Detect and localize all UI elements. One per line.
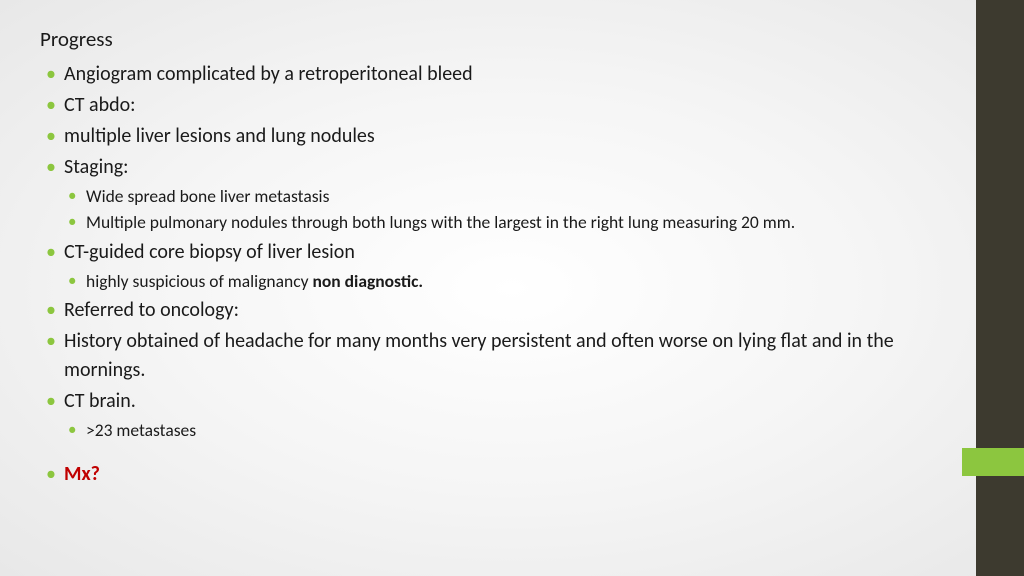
list-item: History obtained of headache for many mo… <box>40 327 954 385</box>
list-item-label: CT-guided core biopsy of liver lesion <box>64 240 355 264</box>
list-item-label: Staging: <box>64 155 129 179</box>
list-item: Mx? <box>40 460 954 489</box>
list-item-label: CT brain. <box>64 389 136 413</box>
sub-list: highly suspicious of malignancy non diag… <box>64 269 954 294</box>
list-item: Staging: Wide spread bone liver metastas… <box>40 153 954 236</box>
sub-list: Wide spread bone liver metastasis Multip… <box>64 184 954 236</box>
list-item: Referred to oncology: <box>40 296 954 325</box>
list-item: Angiogram complicated by a retroperitone… <box>40 60 954 89</box>
right-sidebar <box>976 0 1024 576</box>
sub-list: >23 metastases <box>64 418 954 443</box>
accent-block <box>962 448 1024 476</box>
emphasis-text: Mx? <box>64 462 100 486</box>
bullet-list: Angiogram complicated by a retroperitone… <box>40 60 954 444</box>
bold-text: non diagnostic. <box>312 270 423 292</box>
list-item: Wide spread bone liver metastasis <box>64 184 954 209</box>
list-item: CT-guided core biopsy of liver lesion hi… <box>40 238 954 294</box>
text: highly suspicious of malignancy <box>86 270 312 292</box>
bullet-list: Mx? <box>40 460 954 489</box>
list-item: CT brain. >23 metastases <box>40 387 954 443</box>
slide-title: Progress <box>40 26 954 52</box>
slide-content: Progress Angiogram complicated by a retr… <box>0 0 1024 511</box>
list-item: Multiple pulmonary nodules through both … <box>64 210 954 235</box>
list-item: >23 metastases <box>64 418 954 443</box>
list-item: CT abdo: <box>40 91 954 120</box>
list-item: highly suspicious of malignancy non diag… <box>64 269 954 294</box>
list-item: multiple liver lesions and lung nodules <box>40 122 954 151</box>
spacer <box>40 446 954 460</box>
